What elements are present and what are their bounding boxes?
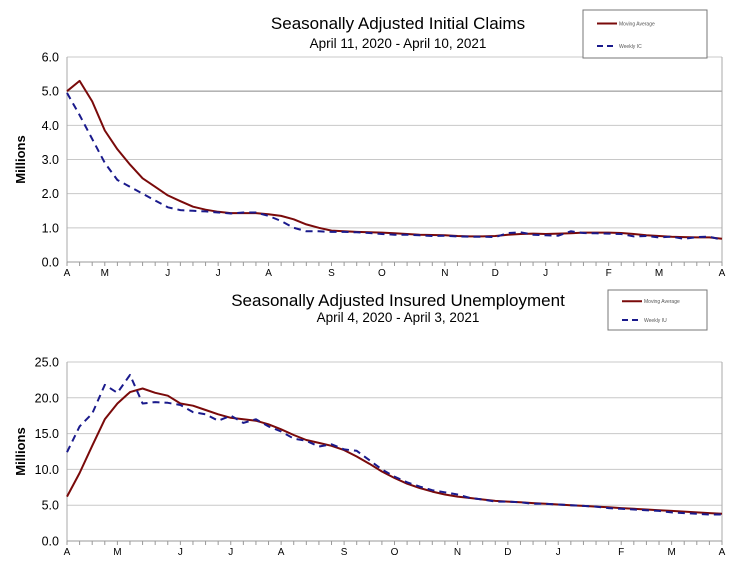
series-line-moving-average — [67, 389, 722, 514]
chart-title: Seasonally Adjusted Initial Claims — [271, 14, 525, 33]
x-tick-label: A — [265, 268, 272, 279]
legend-label: Weekly IU — [644, 318, 667, 324]
x-tick-label: J — [165, 268, 170, 279]
legend-box — [608, 290, 707, 330]
x-tick-label: S — [328, 268, 335, 279]
y-tick-label: 3.0 — [42, 153, 59, 167]
y-tick-label: 6.0 — [42, 51, 59, 65]
chart-subtitle: April 11, 2020 - April 10, 2021 — [310, 36, 487, 51]
y-tick-label: 4.0 — [42, 119, 59, 133]
x-tick-label: A — [64, 268, 71, 279]
y-tick-label: 2.0 — [42, 187, 59, 201]
y-tick-label: 0.0 — [42, 256, 59, 270]
x-tick-label: D — [504, 547, 511, 558]
y-axis-label: Millions — [13, 427, 28, 475]
x-tick-label: O — [391, 547, 399, 558]
legend-label: Moving Average — [644, 299, 680, 305]
y-tick-label: 25.0 — [35, 356, 59, 370]
y-tick-label: 0.0 — [42, 535, 59, 549]
series-line-weekly-ic — [67, 93, 722, 240]
x-tick-label: N — [441, 268, 448, 279]
legend-label: Weekly IC — [619, 44, 642, 50]
y-tick-label: 1.0 — [42, 221, 59, 235]
y-tick-label: 5.0 — [42, 85, 59, 99]
chart-1: Seasonally Adjusted Initial Claims April … — [13, 10, 726, 279]
x-tick-label: M — [667, 547, 675, 558]
x-tick-label: N — [454, 547, 461, 558]
x-tick-label: F — [618, 547, 624, 558]
y-tick-label: 5.0 — [42, 499, 59, 513]
x-tick-label: M — [655, 268, 663, 279]
x-tick-label: A — [719, 268, 726, 279]
x-tick-label: J — [216, 268, 221, 279]
x-tick-label: S — [341, 547, 348, 558]
x-tick-label: A — [719, 547, 726, 558]
legend: Moving Average Weekly IC — [583, 10, 707, 58]
x-tick-label: F — [606, 268, 612, 279]
chart-subtitle: April 4, 2020 - April 3, 2021 — [317, 310, 480, 325]
x-tick-label: O — [378, 268, 386, 279]
legend: Moving Average Weekly IU — [608, 290, 707, 330]
x-tick-label: J — [543, 268, 548, 279]
x-tick-label: M — [113, 547, 121, 558]
x-tick-label: J — [178, 547, 183, 558]
y-tick-label: 10.0 — [35, 463, 59, 477]
y-tick-label: 15.0 — [35, 427, 59, 441]
y-tick-label: 20.0 — [35, 391, 59, 405]
chart-2: Seasonally Adjusted Insured Unemployment… — [13, 290, 726, 558]
legend-box — [583, 10, 707, 58]
x-tick-label: M — [101, 268, 109, 279]
x-tick-label: A — [64, 547, 71, 558]
x-tick-label: J — [228, 547, 233, 558]
x-tick-label: J — [556, 547, 561, 558]
x-tick-label: D — [492, 268, 499, 279]
x-tick-label: A — [278, 547, 285, 558]
chart-title: Seasonally Adjusted Insured Unemployment — [231, 291, 565, 310]
y-axis-label: Millions — [13, 135, 28, 183]
legend-label: Moving Average — [619, 21, 655, 27]
